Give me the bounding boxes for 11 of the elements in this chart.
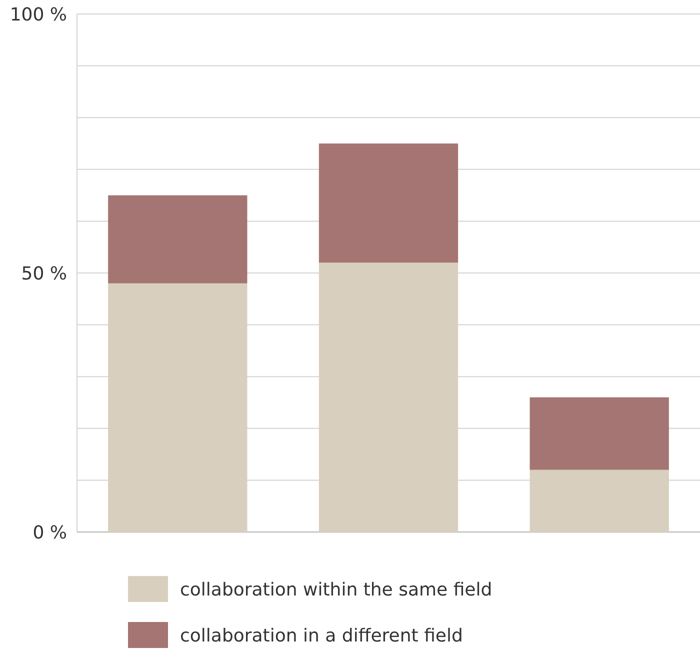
bar bbox=[108, 283, 248, 532]
bar bbox=[530, 397, 669, 470]
y-tick-label: 100 % bbox=[10, 4, 67, 26]
bar bbox=[318, 262, 458, 532]
legend-label: collaboration in a different field bbox=[180, 625, 463, 646]
legend-label: collaboration within the same field bbox=[180, 579, 492, 600]
y-tick-label: 50 % bbox=[21, 263, 67, 284]
bar bbox=[318, 144, 458, 263]
bar bbox=[108, 195, 248, 284]
bar bbox=[530, 470, 669, 532]
y-tick-label: 0 % bbox=[32, 522, 67, 544]
